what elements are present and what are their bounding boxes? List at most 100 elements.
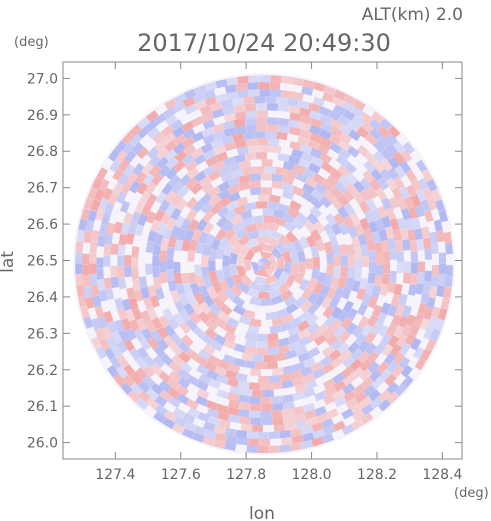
radar-cell <box>258 229 271 237</box>
radar-cell <box>221 99 234 109</box>
radar-cell <box>248 281 261 292</box>
radar-cell <box>80 306 90 319</box>
radar-cell <box>155 191 167 205</box>
radar-cell <box>284 295 297 308</box>
radar-cell <box>274 216 287 227</box>
radar-cell <box>354 391 368 404</box>
radar-cell <box>304 409 317 420</box>
radar-cell <box>90 336 102 350</box>
radar-cell <box>167 317 180 331</box>
radar-cell <box>337 205 350 219</box>
radar-cell <box>410 179 423 192</box>
radar-cell <box>139 338 152 351</box>
radar-cell <box>367 314 379 328</box>
radar-cell <box>231 273 243 287</box>
radar-cell <box>236 437 249 446</box>
radar-cell <box>269 325 282 334</box>
radar-cell <box>87 209 98 222</box>
radar-cell <box>195 241 205 254</box>
radar-cell <box>323 223 335 236</box>
radar-cell <box>359 277 369 290</box>
radar-cell <box>186 398 199 410</box>
radar-cell <box>281 379 294 389</box>
radar-cell <box>288 105 301 115</box>
radar-cell <box>402 305 412 318</box>
radar-cell <box>153 209 165 222</box>
radar-cell <box>370 396 383 409</box>
radar-cell <box>361 403 375 416</box>
radar-cell <box>243 131 255 140</box>
radar-cell <box>298 278 310 292</box>
radar-cell <box>351 236 361 249</box>
radar-cell <box>151 172 164 186</box>
radar-cell <box>426 297 436 310</box>
radar-cell <box>278 271 291 285</box>
radar-cell <box>277 344 290 354</box>
radar-cell <box>234 111 247 120</box>
radar-cell <box>181 334 194 348</box>
radar-cell <box>440 297 450 310</box>
radar-cell <box>258 376 270 383</box>
radar-cell <box>249 187 262 196</box>
radar-cell <box>278 282 291 295</box>
radar-cell <box>312 256 320 269</box>
radar-cell <box>271 173 284 182</box>
radar-cell <box>168 396 181 408</box>
radar-cell <box>103 255 111 267</box>
radar-cell <box>305 416 318 427</box>
radar-cell <box>310 228 322 242</box>
radar-cell <box>424 248 433 260</box>
radar-cell <box>271 295 284 306</box>
radar-cell <box>319 195 332 209</box>
radar-cell <box>403 196 415 209</box>
radar-cell <box>132 279 141 291</box>
radar-cell <box>297 320 310 332</box>
radar-cell <box>290 264 300 277</box>
radar-cell <box>75 274 84 286</box>
radar-cell <box>211 108 225 119</box>
radar-cell <box>320 296 333 310</box>
radar-cell <box>145 210 157 224</box>
radar-cell <box>379 284 389 297</box>
radar-cell <box>83 197 94 210</box>
radar-cell <box>245 124 257 133</box>
radar-cell <box>227 392 240 402</box>
radar-cell <box>386 391 399 405</box>
radar-cell <box>333 380 347 392</box>
radar-cell <box>205 369 219 381</box>
radar-cell <box>202 164 216 177</box>
radar-cell <box>107 321 118 334</box>
radar-cell <box>342 356 356 369</box>
radar-cell <box>272 417 284 425</box>
radar-cell <box>395 239 404 252</box>
radar-cell <box>436 230 445 242</box>
radar-cell <box>357 351 371 364</box>
radar-cell <box>158 199 171 213</box>
radar-cell <box>206 286 218 300</box>
radar-cell <box>375 187 388 201</box>
radar-cell <box>83 231 92 243</box>
radar-cell <box>237 282 250 295</box>
radar-cell <box>226 377 239 388</box>
radar-cell <box>160 353 174 367</box>
radar-cell <box>263 264 270 272</box>
radar-cell <box>197 348 211 361</box>
radar-cell <box>307 102 321 113</box>
radar-cell <box>379 118 393 131</box>
radar-cell <box>231 221 245 233</box>
radar-cell <box>82 264 90 276</box>
radar-cell <box>110 276 119 289</box>
radar-cell <box>204 233 216 247</box>
radar-cell <box>194 84 207 96</box>
radar-cell <box>244 152 257 161</box>
radar-cell <box>96 268 104 280</box>
radar-cell <box>351 418 365 431</box>
radar-cell <box>218 279 230 293</box>
radar-cell <box>173 93 187 105</box>
radar-cell <box>196 380 209 392</box>
radar-cell <box>232 295 245 308</box>
radar-cell <box>261 417 273 426</box>
radar-cell <box>393 351 405 365</box>
radar-cell <box>239 209 253 220</box>
radar-cell <box>92 295 102 308</box>
